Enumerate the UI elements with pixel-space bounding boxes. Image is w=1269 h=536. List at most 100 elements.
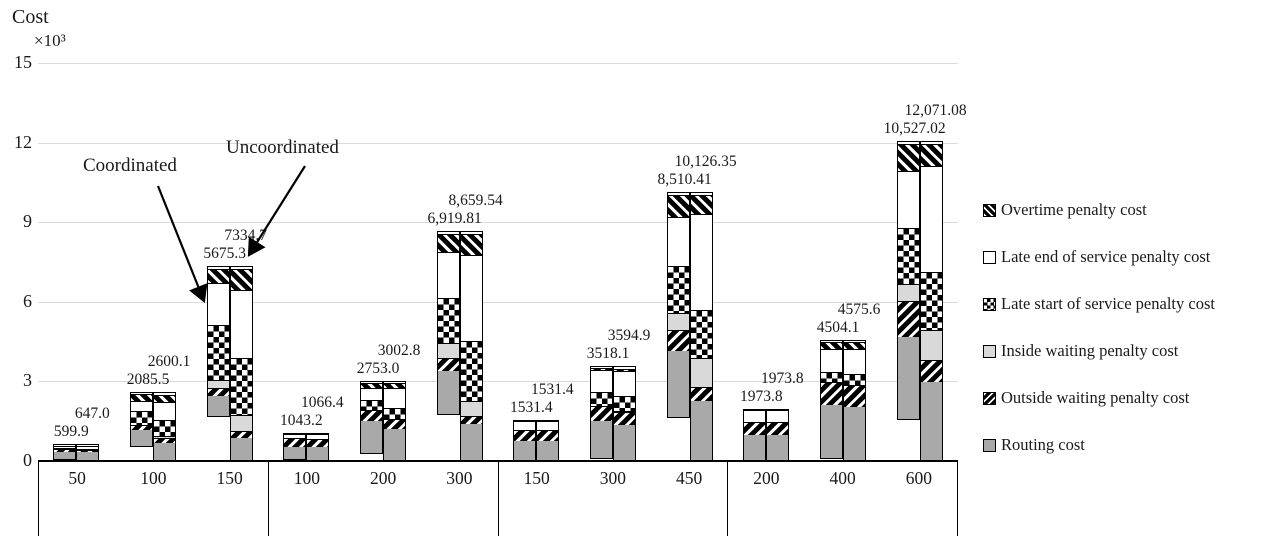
gridline bbox=[38, 63, 958, 64]
segment-late-start bbox=[460, 340, 482, 402]
segment-late-start bbox=[821, 371, 842, 384]
segment-routing bbox=[897, 337, 919, 420]
category: 8,659.54 6,919.81 bbox=[421, 63, 503, 461]
segment-late-start bbox=[361, 399, 382, 411]
segment-outside bbox=[307, 438, 329, 447]
segment-outside bbox=[230, 430, 252, 438]
bar-pair bbox=[666, 192, 713, 461]
overtime-swatch-icon bbox=[983, 203, 996, 217]
segment-late-end bbox=[844, 348, 865, 376]
segment-outside bbox=[744, 422, 766, 435]
uncoordinated-value-label: 1973.8 bbox=[761, 369, 804, 387]
coordinated-value-label: 5675.3 bbox=[203, 245, 246, 263]
routing-swatch-icon bbox=[983, 438, 996, 452]
legend-item-late-start: Late start of service penalty cost bbox=[983, 294, 1215, 314]
coordinated-value-label: 4504.1 bbox=[816, 318, 860, 336]
segment-outside bbox=[767, 422, 789, 435]
uncoordinated-bar bbox=[306, 432, 330, 461]
segment-outside bbox=[897, 300, 919, 338]
segment-overtime bbox=[131, 394, 152, 403]
segment-late-start bbox=[207, 325, 229, 381]
value-labels: 2600.1 2085.5 bbox=[97, 353, 210, 389]
coordinated-bar bbox=[53, 443, 77, 460]
segment-overtime bbox=[207, 269, 229, 284]
coordinated-bar bbox=[513, 420, 537, 461]
segment-overtime bbox=[384, 383, 405, 390]
coordinated-bar bbox=[130, 392, 153, 448]
bar-pair bbox=[743, 408, 790, 461]
uncoordinated-value-label: 8,659.54 bbox=[448, 192, 503, 210]
uncoordinated-bar bbox=[153, 392, 176, 461]
y-tick-label: 9 bbox=[23, 211, 32, 232]
segment-inside bbox=[460, 400, 482, 418]
coordinated-bar bbox=[743, 408, 767, 461]
coordinated-bar bbox=[360, 381, 383, 455]
coordinated-value-label: 6,919.81 bbox=[427, 210, 482, 228]
category: 3594.9 3518.1 bbox=[575, 63, 652, 461]
y-tick-label: 12 bbox=[14, 131, 32, 152]
segment-overtime bbox=[897, 143, 919, 172]
segment-inside bbox=[897, 283, 919, 302]
segment-late-end bbox=[690, 214, 712, 311]
segment-late-start bbox=[690, 309, 712, 360]
outside-swatch-icon bbox=[983, 391, 996, 405]
legend-item-routing: Routing cost bbox=[983, 435, 1215, 455]
legend: Overtime penalty cost Late end of service… bbox=[983, 200, 1215, 455]
uncoordinated-bar bbox=[843, 339, 866, 461]
legend-label: Overtime penalty cost bbox=[1001, 200, 1147, 219]
uncoordinated-value-label: 647.0 bbox=[74, 404, 110, 422]
category-label: 300 bbox=[599, 468, 626, 488]
segment-routing bbox=[460, 424, 482, 460]
bar-pair bbox=[896, 140, 943, 461]
segment-routing bbox=[537, 441, 559, 460]
bar-group: 647.0 599.9 2600.1 2085.5 7334.7 5675.3 bbox=[38, 63, 268, 461]
bar-pair bbox=[53, 443, 100, 461]
category-box: 150 300 450 bbox=[497, 461, 728, 536]
uncoordinated-bar bbox=[536, 420, 560, 461]
segment-late-end bbox=[514, 421, 536, 432]
legend-label: Late end of service penalty cost bbox=[1001, 247, 1211, 266]
segment-overtime bbox=[154, 395, 175, 404]
segment-routing bbox=[207, 395, 229, 416]
bars-layer: 647.0 599.9 2600.1 2085.5 7334.7 5675.3 1066.4… bbox=[38, 63, 967, 461]
uncoordinated-bar bbox=[383, 381, 406, 461]
gridline bbox=[38, 381, 958, 383]
segment-overtime bbox=[690, 195, 712, 216]
coordinated-bar bbox=[820, 339, 843, 460]
segment-outside bbox=[54, 448, 76, 452]
bar-group: 1973.8 1973.8 4575.6 4504.1 12,071.08 10,527.… bbox=[728, 63, 967, 461]
segment-late-end bbox=[744, 409, 766, 424]
segment-routing bbox=[54, 451, 76, 459]
bar-pair bbox=[436, 231, 483, 461]
uncoordinated-bar bbox=[766, 408, 790, 461]
segment-outside bbox=[667, 330, 689, 352]
coordinated-value-label: 8,510.41 bbox=[657, 171, 712, 189]
category-label: 100 bbox=[140, 468, 167, 488]
segment-routing bbox=[844, 407, 865, 460]
segment-outside bbox=[207, 387, 229, 396]
y-tick-label: 0 bbox=[23, 450, 32, 470]
segment-overtime bbox=[821, 341, 842, 350]
segment-routing bbox=[614, 425, 635, 460]
segment-outside bbox=[460, 416, 482, 425]
y-tick-label: 3 bbox=[23, 370, 32, 391]
segment-outside bbox=[591, 406, 612, 421]
segment-inside bbox=[437, 342, 459, 360]
segment-outside bbox=[154, 437, 175, 444]
uncoordinated-value-label: 10,126.35 bbox=[674, 153, 737, 171]
uncoordinated-value-label: 1066.4 bbox=[301, 393, 344, 411]
segment-routing bbox=[744, 434, 766, 460]
segment-routing bbox=[437, 371, 459, 414]
legend-label: Outside waiting penalty cost bbox=[1001, 388, 1190, 407]
legend-label: Inside waiting penalty cost bbox=[1001, 341, 1179, 360]
category-box: 50 100 150 bbox=[38, 461, 268, 536]
bar-group: 1531.4 1531.4 3594.9 3518.1 10,126.35 8,510.4… bbox=[498, 63, 737, 461]
segment-routing bbox=[514, 441, 536, 460]
value-labels: 1531.4 1531.4 bbox=[480, 381, 593, 417]
category-label: 450 bbox=[676, 468, 703, 488]
coordinated-bar bbox=[436, 231, 460, 415]
category-label: 200 bbox=[753, 468, 780, 488]
bar-pair bbox=[130, 392, 176, 461]
segment-late-end bbox=[614, 370, 635, 397]
coordinated-value-label: 2753.0 bbox=[356, 360, 400, 378]
